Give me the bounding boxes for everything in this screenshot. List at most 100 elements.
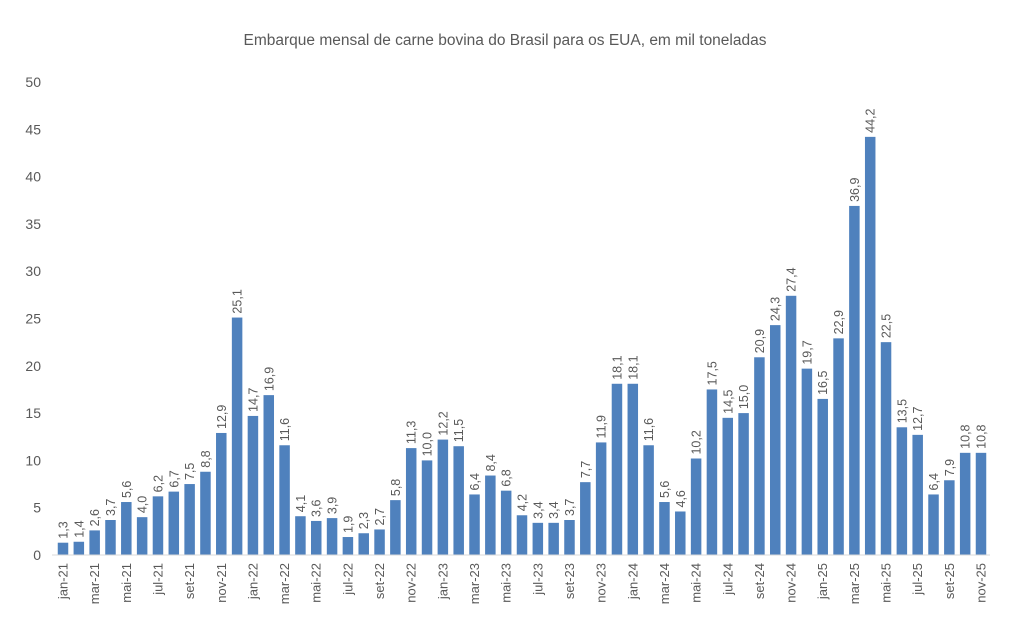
bar <box>754 357 765 555</box>
x-tick-label: jan-22 <box>245 563 260 600</box>
data-label: 10,8 <box>975 424 989 448</box>
x-tick-label: mar-21 <box>87 563 102 604</box>
data-label: 10,0 <box>421 432 435 456</box>
bar <box>295 516 306 555</box>
data-label: 11,3 <box>405 421 419 444</box>
bar <box>564 519 575 555</box>
data-label: 14,5 <box>721 389 735 413</box>
bar <box>184 484 195 555</box>
x-axis: jan-21 mar-21 mai-21 jul-21 set-21 nov-21 jan-… <box>56 563 989 604</box>
y-tick-label: 5 <box>33 500 41 516</box>
y-tick-label: 25 <box>25 311 41 327</box>
data-label: 2,7 <box>373 508 387 525</box>
bar <box>611 383 623 555</box>
data-label: 14,7 <box>246 388 260 412</box>
data-label: 6,2 <box>151 475 165 492</box>
bar <box>833 338 844 555</box>
data-label: 25,1 <box>231 289 245 313</box>
bar <box>247 415 259 555</box>
data-label: 6,7 <box>167 470 181 487</box>
bar <box>785 295 797 555</box>
bar <box>643 445 654 555</box>
bar <box>200 471 211 555</box>
bar <box>105 519 116 555</box>
bar <box>390 500 401 555</box>
bar <box>469 494 480 555</box>
bar <box>690 458 702 555</box>
data-label: 1,4 <box>72 520 86 537</box>
bar <box>326 518 338 555</box>
x-tick-label: mar-23 <box>467 563 482 604</box>
x-tick-label: mar-24 <box>657 563 672 604</box>
data-label: 12,9 <box>215 405 229 429</box>
bar <box>722 417 734 555</box>
x-tick-label: set-21 <box>182 563 197 599</box>
data-label: 3,4 <box>531 501 545 518</box>
bar <box>152 496 164 555</box>
bar <box>437 439 449 555</box>
x-tick-label: mai-25 <box>879 563 894 603</box>
bar <box>358 533 369 555</box>
y-tick-label: 30 <box>25 263 41 279</box>
x-tick-label: mar-25 <box>847 563 862 604</box>
bar <box>168 491 180 555</box>
data-label: 2,3 <box>357 512 371 529</box>
bar <box>405 448 417 555</box>
bar <box>279 445 290 555</box>
x-tick-label: jul-23 <box>530 563 545 596</box>
bar <box>453 446 464 555</box>
data-label: 27,4 <box>785 267 799 291</box>
data-label: 4,2 <box>516 494 530 511</box>
bar <box>500 490 512 555</box>
data-label: 11,5 <box>452 419 466 442</box>
data-label: 3,9 <box>326 497 340 514</box>
bar <box>548 522 559 555</box>
bar <box>706 389 718 555</box>
data-label: 8,4 <box>484 454 498 471</box>
chart-title: Embarque mensal de carne bovina do Brasi… <box>244 32 767 49</box>
data-label: 12,7 <box>911 406 925 430</box>
bar <box>738 413 749 555</box>
bar <box>659 502 670 555</box>
bar <box>216 432 227 555</box>
data-label: 7,5 <box>183 463 197 480</box>
data-label: 11,6 <box>278 418 292 441</box>
x-tick-label: jul-24 <box>720 563 735 596</box>
x-tick-label: mai-22 <box>309 563 324 603</box>
bar <box>532 522 544 555</box>
data-label: 24,3 <box>769 297 783 321</box>
y-tick-label: 15 <box>25 405 41 421</box>
data-label: 16,5 <box>816 371 830 395</box>
bar <box>849 205 860 555</box>
bar <box>231 317 243 555</box>
x-tick-label: jan-25 <box>815 563 830 600</box>
data-label: 7,9 <box>943 459 957 476</box>
data-label: 2,6 <box>88 509 102 526</box>
bar <box>975 452 987 555</box>
data-label: 4,1 <box>294 495 308 512</box>
bar <box>595 442 607 555</box>
data-label: 8,8 <box>199 450 213 467</box>
data-label: 44,2 <box>864 108 878 132</box>
data-label: 3,7 <box>563 499 577 516</box>
x-tick-label: jul-21 <box>150 563 165 596</box>
bar <box>136 517 148 555</box>
x-tick-label: set-22 <box>372 563 387 599</box>
x-tick-label: set-24 <box>752 563 767 599</box>
x-tick-label: set-25 <box>942 563 957 599</box>
bar <box>880 342 892 555</box>
data-label: 13,5 <box>895 399 909 423</box>
bar <box>57 542 69 555</box>
data-label: 6,8 <box>500 469 514 486</box>
bar <box>769 325 781 555</box>
x-tick-label: nov-22 <box>404 563 419 603</box>
data-label: 12,2 <box>436 411 450 435</box>
bar <box>121 502 132 555</box>
y-tick-label: 10 <box>25 452 41 468</box>
data-label: 20,9 <box>753 329 767 353</box>
data-label: 3,6 <box>310 500 324 517</box>
x-tick-label: nov-24 <box>784 563 799 603</box>
x-tick-label: jul-25 <box>910 563 925 596</box>
x-tick-label: nov-21 <box>214 563 229 603</box>
